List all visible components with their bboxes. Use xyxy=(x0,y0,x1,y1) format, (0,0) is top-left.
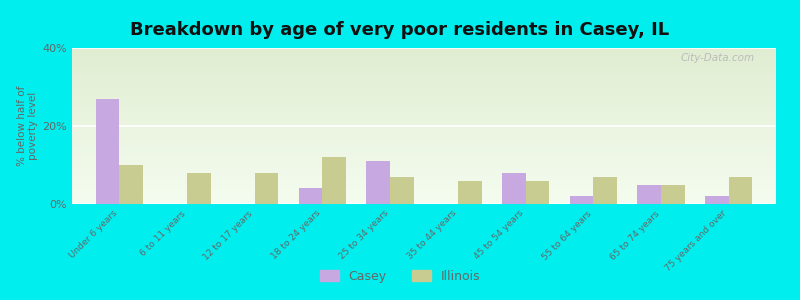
Bar xyxy=(187,173,210,204)
Bar xyxy=(526,181,550,204)
Bar xyxy=(254,173,278,204)
Bar xyxy=(705,196,729,204)
Bar xyxy=(729,177,752,204)
Bar xyxy=(570,196,594,204)
Bar xyxy=(96,99,119,204)
Bar xyxy=(390,177,414,204)
Bar xyxy=(594,177,617,204)
Bar xyxy=(119,165,143,204)
Bar xyxy=(638,184,661,204)
Legend: Casey, Illinois: Casey, Illinois xyxy=(315,265,485,288)
Bar xyxy=(298,188,322,204)
Bar xyxy=(366,161,390,204)
Bar xyxy=(458,181,482,204)
Bar xyxy=(502,173,526,204)
Y-axis label: % below half of
poverty level: % below half of poverty level xyxy=(17,86,38,166)
Bar xyxy=(661,184,685,204)
Text: City-Data.com: City-Data.com xyxy=(681,53,755,63)
Bar xyxy=(322,157,346,204)
Text: Breakdown by age of very poor residents in Casey, IL: Breakdown by age of very poor residents … xyxy=(130,21,670,39)
